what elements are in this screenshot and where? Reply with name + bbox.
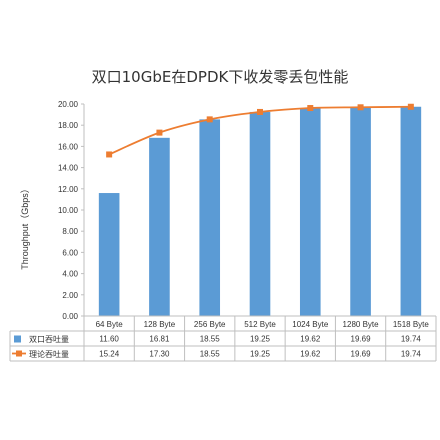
chart-title: 双口10GbE在DPDK下收发零丢包性能 — [91, 68, 349, 86]
x-tick-label: 1024 Byte — [292, 320, 329, 329]
data-label: 19.62 — [300, 335, 321, 344]
data-label: 19.74 — [401, 350, 422, 359]
data-label: 11.60 — [99, 335, 119, 344]
data-label: 18.55 — [200, 350, 221, 359]
data-label: 18.55 — [200, 335, 221, 344]
x-tick-label: 1518 Byte — [393, 320, 430, 329]
legend-label: 理论吞吐量 — [29, 349, 69, 359]
y-axis-label: Throughput（Gbps） — [20, 184, 30, 270]
data-label: 19.69 — [351, 350, 372, 359]
x-tick-label: 64 Byte — [96, 320, 124, 329]
data-label: 15.24 — [99, 350, 120, 359]
line-marker-256-byte — [206, 116, 213, 123]
line-marker-1518-byte — [407, 103, 414, 110]
data-label: 16.81 — [149, 335, 170, 344]
bar-1280-byte — [350, 107, 371, 316]
y-tick-label: 4.00 — [62, 270, 78, 279]
y-tick-label: 12.00 — [58, 185, 79, 194]
y-tick-label: 16.00 — [58, 142, 79, 151]
bar-128-byte — [149, 137, 170, 316]
bar-256-byte — [199, 119, 221, 317]
data-label: 19.25 — [250, 335, 271, 344]
line-marker-512-byte — [257, 108, 263, 115]
data-label: 19.74 — [401, 335, 422, 344]
y-tick-label: 8.00 — [62, 227, 78, 236]
data-label: 17.30 — [149, 350, 170, 359]
bar-1024-byte — [299, 108, 321, 316]
y-tick-label: 0.00 — [62, 312, 78, 321]
data-label: 19.69 — [351, 335, 372, 344]
y-tick-label: 6.00 — [62, 248, 78, 257]
data-label: 19.25 — [250, 350, 271, 359]
y-tick-label: 14.00 — [58, 164, 79, 173]
line-marker-1024-byte — [307, 105, 314, 112]
legend-label: 双口吞吐量 — [29, 335, 69, 344]
bar-512-byte — [249, 111, 271, 316]
legend-key-bar — [14, 335, 21, 343]
data-label: 19.62 — [300, 350, 321, 359]
bar-1518-byte — [400, 106, 422, 316]
y-tick-label: 20.00 — [58, 100, 79, 109]
legend-key-marker — [16, 350, 22, 357]
x-tick-label: 256 Byte — [194, 320, 226, 329]
line-marker-1280-byte — [357, 104, 364, 111]
y-tick-label: 2.00 — [62, 291, 78, 300]
y-tick-label: 10.00 — [58, 206, 79, 215]
y-tick-label: 18.00 — [58, 121, 79, 130]
line-marker-64-byte — [106, 151, 113, 158]
x-tick-label: 1280 Byte — [343, 320, 380, 329]
x-tick-label: 512 Byte — [244, 320, 276, 329]
x-tick-label: 128 Byte — [144, 320, 176, 329]
line-marker-128-byte — [156, 129, 163, 136]
bar-64-byte — [98, 193, 120, 316]
